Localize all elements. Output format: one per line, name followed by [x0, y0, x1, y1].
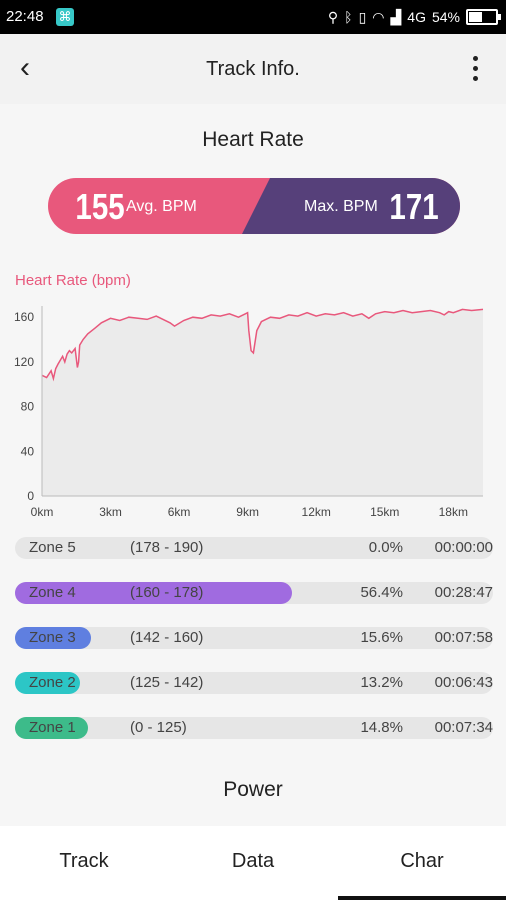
zone-duration: 00:07:34: [434, 719, 493, 736]
zone-duration: 00:06:43: [434, 674, 493, 691]
chart-area: [42, 309, 483, 496]
zone-name: Zone 5: [29, 539, 76, 556]
page-title: Track Info.: [206, 58, 300, 80]
zone-row: Zone 5 (178 - 190) 0.0% 00:00:00: [15, 537, 493, 559]
zone-range: (0 - 125): [130, 719, 187, 736]
zone-percent: 15.6%: [360, 629, 403, 646]
battery-percent: 54%: [431, 9, 460, 25]
zone-row: Zone 1 (0 - 125) 14.8% 00:07:34: [15, 717, 493, 739]
chart-line: [41, 308, 484, 382]
zone-row: Zone 4 (160 - 178) 56.4% 00:28:47: [15, 582, 493, 604]
x-tick-label: 3km: [99, 505, 122, 519]
zone-bar-track: [15, 537, 493, 559]
zone-bar-track: [15, 717, 493, 739]
wifi-icon: ◠: [372, 9, 385, 25]
x-tick-label: 0km: [31, 505, 54, 519]
zone-row: Zone 2 (125 - 142) 13.2% 00:06:43: [15, 672, 493, 694]
bluetooth-icon: ᛒ: [344, 9, 353, 25]
max-bpm-value: 171: [389, 186, 439, 227]
y-tick-label: 40: [21, 444, 35, 458]
zone-duration: 00:07:58: [434, 629, 493, 646]
zone-duration: 00:28:47: [434, 584, 493, 601]
tab-char[interactable]: Char: [400, 850, 444, 872]
zone-name: Zone 4: [29, 584, 76, 601]
status-icons: ⚲ ᛒ ▯ ◠ ▟ 4G 54%: [327, 8, 501, 26]
x-tick-label: 9km: [236, 505, 259, 519]
tab-data[interactable]: Data: [231, 850, 275, 872]
zone-bar-fill: [15, 672, 80, 694]
heart-rate-title: Heart Rate: [202, 128, 304, 151]
status-time: 22:48: [6, 8, 44, 25]
zone-name: Zone 3: [29, 629, 76, 646]
x-tick-label: 6km: [168, 505, 191, 519]
max-bpm-label: Max. BPM: [304, 198, 378, 215]
y-tick-label: 0: [27, 489, 34, 503]
power-title: Power: [223, 778, 283, 801]
zone-name: Zone 1: [29, 719, 76, 736]
zone-row: Zone 3 (142 - 160) 15.6% 00:07:58: [15, 627, 493, 649]
zone-bar-track: [15, 672, 493, 694]
avg-bpm-label: Avg. BPM: [126, 198, 197, 215]
x-tick-label: 18km: [439, 505, 468, 519]
chart-y-label: Heart Rate (bpm): [15, 272, 131, 289]
zone-duration: 00:00:00: [434, 539, 493, 556]
heart-rate-chart: 0 40 80 120 160 0km 3km 6km 9km 12km 15km 18km: [14, 306, 484, 519]
zone-range: (125 - 142): [130, 674, 204, 691]
status-bar: 22:48 ⌘ ⚲ ᛒ ▯ ◠ ▟ 4G 54%: [0, 0, 506, 34]
zone-percent: 56.4%: [360, 584, 403, 601]
y-tick-label: 160: [14, 310, 34, 324]
more-options-icon[interactable]: [470, 56, 480, 81]
tab-track[interactable]: Track: [59, 850, 109, 872]
x-tick-label: 12km: [302, 505, 331, 519]
zone-bar-fill: [15, 717, 88, 739]
max-bpm-background: [242, 178, 460, 234]
zone-bar-fill: [15, 582, 293, 604]
location-icon: ⚲: [327, 9, 339, 25]
zone-percent: 14.8%: [360, 719, 403, 736]
app-notification-icon: ⌘: [56, 8, 74, 26]
zone-range: (160 - 178): [130, 584, 204, 601]
app-bar: ‹ Track Info.: [0, 34, 506, 104]
vibrate-icon: ▯: [358, 9, 367, 25]
network-type: 4G: [407, 9, 426, 25]
bpm-summary: 155 Avg. BPM Max. BPM 171: [48, 178, 460, 234]
bottom-nav: Track Data Char: [0, 826, 506, 900]
zone-name: Zone 2: [29, 674, 76, 691]
zone-bar-track: [15, 627, 493, 649]
y-tick-label: 80: [21, 400, 35, 414]
zone-range: (178 - 190): [130, 539, 204, 556]
zone-bar-fill: [15, 627, 92, 649]
zone-percent: 13.2%: [360, 674, 403, 691]
y-tick-label: 120: [14, 355, 34, 369]
avg-bpm-value: 155: [75, 186, 125, 227]
signal-icon: ▟: [390, 9, 402, 25]
back-arrow-icon[interactable]: ‹: [20, 51, 30, 84]
active-tab-indicator: [338, 896, 506, 900]
zone-percent: 0.0%: [368, 539, 403, 556]
zone-range: (142 - 160): [130, 629, 204, 646]
x-tick-label: 15km: [370, 505, 399, 519]
battery-icon: [466, 9, 501, 25]
